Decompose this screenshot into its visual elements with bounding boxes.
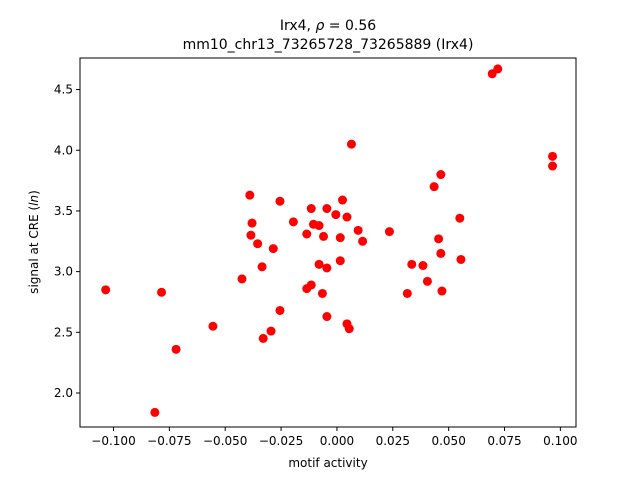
y-tick-label: 3.0 [54, 265, 73, 279]
data-point [322, 204, 332, 214]
data-point [157, 287, 167, 297]
x-tick-label: 0.000 [320, 434, 354, 448]
data-point [208, 321, 218, 331]
data-point [288, 217, 298, 227]
data-point [434, 234, 444, 244]
data-points [101, 64, 558, 417]
data-point [358, 236, 368, 246]
y-tick-label: 3.5 [54, 204, 73, 218]
data-point [268, 244, 278, 254]
data-point [493, 64, 503, 74]
data-point [338, 195, 348, 205]
y-tick-label: 4.0 [54, 143, 73, 157]
data-point [346, 139, 356, 149]
x-tick-label: −0.050 [203, 434, 247, 448]
data-point [245, 190, 255, 200]
data-point [402, 288, 412, 298]
data-point [237, 274, 247, 284]
x-tick-label: 0.075 [487, 434, 521, 448]
data-point [455, 213, 465, 223]
data-point [353, 225, 363, 235]
chart-title-line1: Irx4, ρ = 0.56 [280, 18, 376, 34]
x-tick-label: −0.075 [147, 434, 191, 448]
x-axis-label: motif activity [288, 456, 367, 470]
data-point [437, 286, 447, 296]
data-point [317, 288, 327, 298]
data-point [246, 230, 256, 240]
data-point [253, 239, 263, 249]
y-tick-label: 4.5 [54, 83, 73, 97]
y-tick-label: 2.5 [54, 325, 73, 339]
data-point [247, 218, 257, 228]
data-point [319, 231, 329, 241]
rho-symbol: ρ [315, 18, 324, 34]
data-point [258, 333, 268, 343]
plot-area-frame [79, 57, 577, 428]
y-axis-label: signal at CRE (ln) [27, 190, 41, 294]
data-point [275, 305, 285, 315]
data-point [302, 229, 312, 239]
data-point [171, 344, 181, 354]
y-tick-label: 2.0 [54, 386, 73, 400]
x-axis-ticks: −0.100 −0.075 −0.050 −0.025 0.000 0.025 0.050 0… [91, 427, 578, 448]
data-point [436, 170, 446, 180]
data-point [456, 254, 466, 264]
data-point [306, 204, 316, 214]
x-tick-label: 0.100 [543, 434, 577, 448]
data-point [331, 210, 341, 220]
chart-title-line2: mm10_chr13_73265728_73265889 (Irx4) [183, 37, 474, 53]
data-point [150, 407, 160, 417]
data-point [342, 212, 352, 222]
x-tick-label: −0.100 [91, 434, 135, 448]
data-point [335, 256, 345, 266]
data-point [306, 280, 316, 290]
data-point [384, 227, 394, 237]
data-point [548, 151, 558, 161]
data-point [314, 259, 324, 269]
data-point [335, 233, 345, 243]
data-point [548, 161, 558, 171]
data-point [314, 221, 324, 231]
x-tick-label: 0.025 [376, 434, 410, 448]
x-tick-label: −0.025 [259, 434, 303, 448]
data-point [275, 196, 285, 206]
data-point [422, 276, 432, 286]
data-point [436, 248, 446, 258]
data-point [266, 326, 276, 336]
data-point [407, 259, 417, 269]
data-point [429, 182, 439, 192]
data-point [322, 312, 332, 322]
data-point [257, 262, 267, 272]
y-axis-ticks: 2.0 2.5 3.0 3.5 4.0 4.5 [54, 83, 80, 400]
data-point [418, 261, 428, 271]
x-tick-label: 0.050 [431, 434, 465, 448]
data-point [344, 324, 354, 334]
data-point [322, 263, 332, 273]
data-point [101, 285, 111, 295]
